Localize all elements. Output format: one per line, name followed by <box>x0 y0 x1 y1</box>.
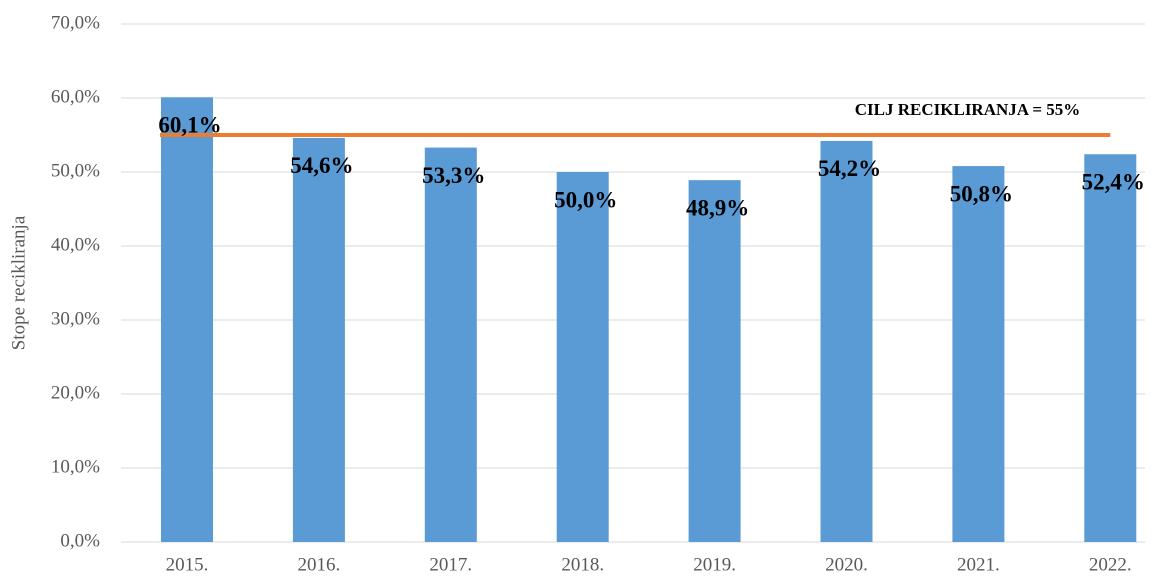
x-tick-label: 2015. <box>166 554 209 575</box>
y-tick-label: 0,0% <box>60 530 100 551</box>
y-tick-label: 40,0% <box>51 234 100 255</box>
value-label: 52,4% <box>1082 170 1145 195</box>
target-label: CILJ RECIKLIRANJA = 55% <box>855 100 1081 119</box>
y-tick-label: 30,0% <box>51 308 100 329</box>
y-tick-label: 20,0% <box>51 382 100 403</box>
value-label: 54,2% <box>818 156 881 181</box>
value-label: 50,0% <box>554 187 617 212</box>
bar <box>1084 154 1137 543</box>
x-tick-label: 2019. <box>693 554 736 575</box>
value-label: 60,1% <box>158 113 221 138</box>
x-tick-label: 2018. <box>561 554 604 575</box>
bar <box>688 180 741 542</box>
bar <box>820 140 873 543</box>
y-tick-label: 70,0% <box>51 12 100 33</box>
y-axis-label: Stope recikliranja <box>8 215 29 350</box>
y-tick-label: 50,0% <box>51 160 100 181</box>
bar <box>292 137 345 542</box>
x-tick-label: 2017. <box>429 554 472 575</box>
y-tick-label: 60,0% <box>51 86 100 107</box>
bar <box>424 147 477 542</box>
x-tick-label: 2020. <box>825 554 868 575</box>
x-tick-label: 2021. <box>957 554 1000 575</box>
value-label: 50,8% <box>950 181 1013 206</box>
bar <box>952 166 1005 542</box>
x-tick-label: 2022. <box>1089 554 1132 575</box>
bar <box>556 172 609 542</box>
x-tick-label: 2016. <box>298 554 341 575</box>
bar <box>161 97 213 542</box>
y-tick-label: 10,0% <box>51 456 100 477</box>
value-label: 53,3% <box>422 163 485 188</box>
value-label: 54,6% <box>290 153 353 178</box>
value-label: 48,9% <box>686 195 749 220</box>
